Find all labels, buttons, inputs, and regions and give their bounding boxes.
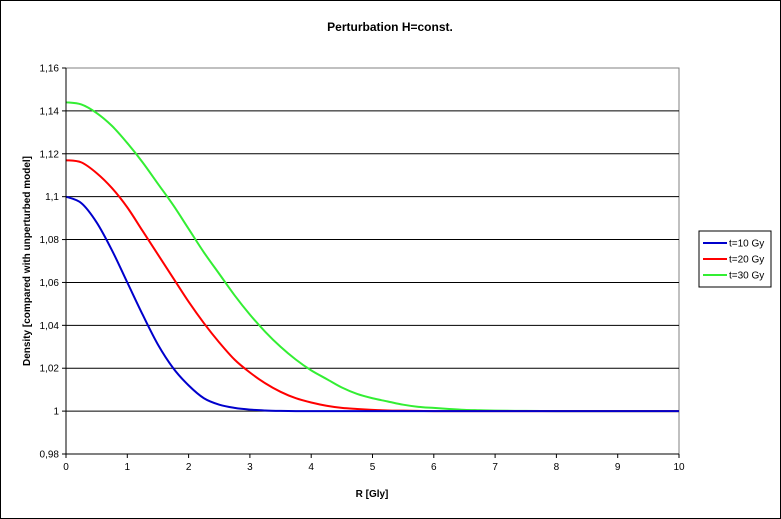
x-tick-label: 1 [125, 462, 131, 473]
x-tick-label: 4 [308, 462, 314, 473]
series-line-1 [65, 195, 679, 413]
legend-label-1: t=10 Gy [729, 239, 764, 250]
y-tick-label: 1,16 [40, 64, 60, 75]
legend: t=10 Gy t=20 Gy t=30 Gy [698, 230, 772, 288]
y-tick-labels: 0,98 1 1,02 1,04 1,06 1,08 1,1 1,12 1,14 1,16 [40, 64, 60, 461]
plot-area [65, 67, 680, 455]
x-tick-label: 0 [63, 462, 69, 473]
x-tick-label: 7 [492, 462, 498, 473]
x-tick-label: 5 [370, 462, 376, 473]
y-tick-label: 1,1 [45, 192, 59, 203]
x-axis-label: R [Gly] [356, 489, 389, 500]
x-tick-label: 9 [615, 462, 621, 473]
y-axis-label: Density [compared with unperturbed model… [22, 156, 33, 366]
y-tick-label: 1,14 [40, 106, 60, 117]
y-tick-label: 1,12 [40, 149, 60, 160]
x-tick-label: 6 [431, 462, 437, 473]
legend-label-3: t=30 Gy [729, 271, 764, 282]
legend-label-2: t=20 Gy [729, 255, 764, 266]
y-tick-label: 1,06 [40, 278, 60, 289]
x-tick-label: 8 [554, 462, 560, 473]
x-tick-label: 2 [186, 462, 192, 473]
x-tick-label: 10 [673, 462, 685, 473]
y-tick-label: 1 [53, 407, 59, 418]
y-tick-label: 1,04 [40, 321, 60, 332]
y-tick-label: 1,02 [40, 364, 60, 375]
series-lines [65, 101, 679, 413]
chart-title: Perturbation H=const. [327, 20, 453, 34]
y-tick-label: 0,98 [40, 450, 60, 461]
x-tick-label: 3 [247, 462, 253, 473]
y-tick-label: 1,08 [40, 235, 60, 246]
x-tick-labels: 0 1 2 3 4 5 6 7 8 9 10 [63, 462, 685, 473]
axes [62, 67, 680, 458]
